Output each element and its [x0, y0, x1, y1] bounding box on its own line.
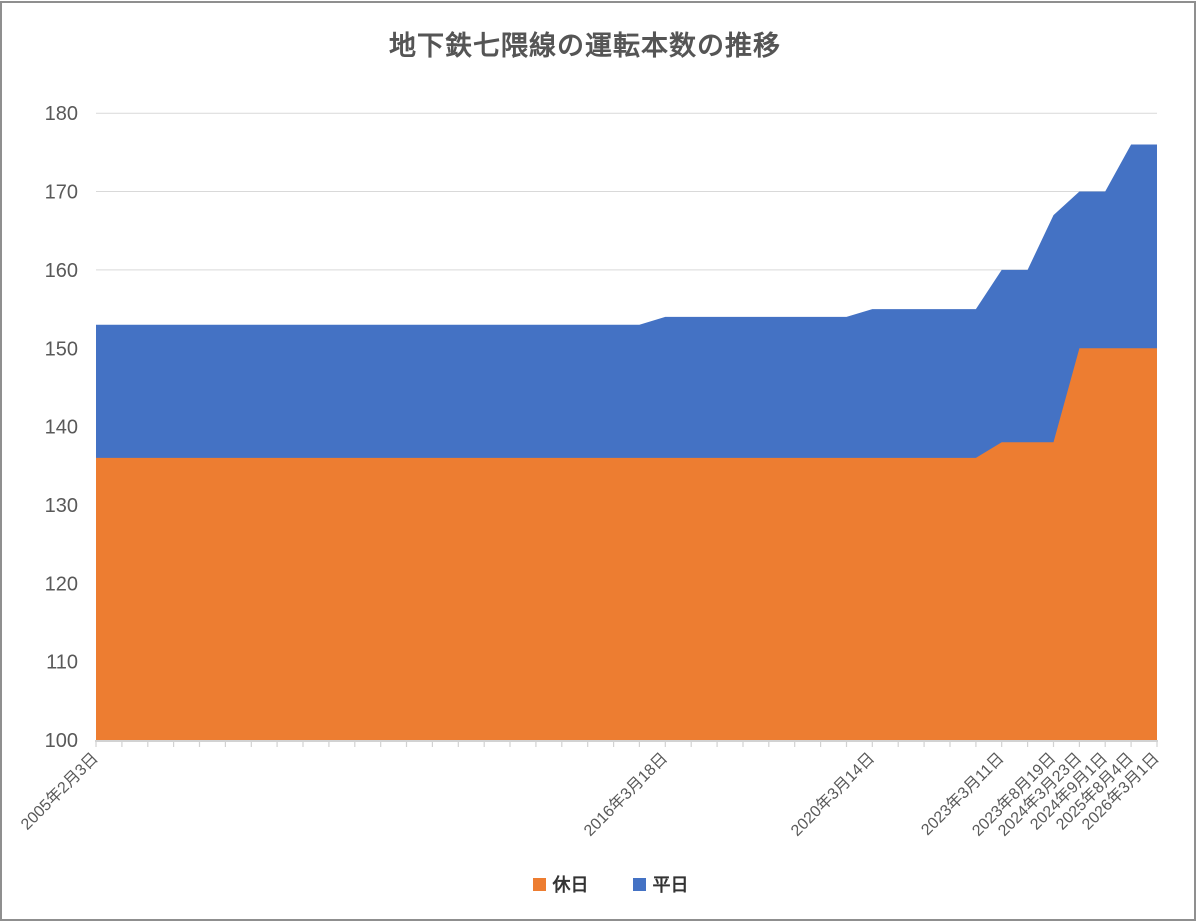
svg-text:110: 110 — [46, 652, 78, 674]
svg-text:2020年3月14日: 2020年3月14日 — [787, 749, 878, 840]
svg-text:2005年2月3日: 2005年2月3日 — [17, 749, 101, 833]
holiday-color-swatch — [532, 877, 546, 891]
svg-text:120: 120 — [45, 573, 78, 595]
svg-text:140: 140 — [45, 417, 78, 439]
weekday-color-swatch — [632, 877, 646, 891]
legend-item-weekday: 平日 — [632, 871, 689, 897]
svg-text:150: 150 — [45, 338, 78, 360]
legend-label-holiday: 休日 — [552, 875, 589, 895]
svg-text:170: 170 — [45, 182, 78, 204]
svg-text:100: 100 — [45, 730, 78, 752]
svg-text:130: 130 — [45, 495, 78, 517]
chart-title: 地下鉄七隈線の運転本数の推移 — [389, 31, 781, 61]
chart-legend: 休日 平日 — [0, 871, 1201, 897]
legend-item-holiday: 休日 — [532, 871, 589, 897]
svg-text:160: 160 — [45, 260, 78, 282]
svg-text:180: 180 — [45, 103, 78, 125]
svg-text:2016年3月18日: 2016年3月18日 — [580, 749, 671, 840]
legend-label-weekday: 平日 — [652, 875, 689, 895]
